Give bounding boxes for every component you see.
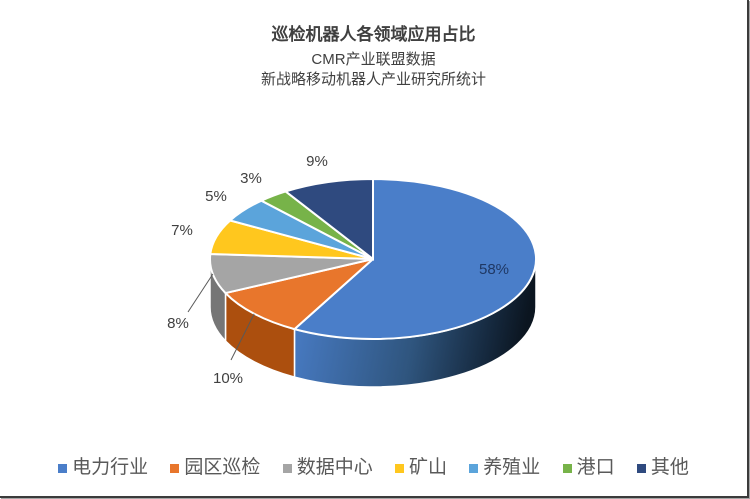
svg-text:10%: 10% [213,370,243,387]
svg-text:7%: 7% [171,222,193,239]
svg-text:3%: 3% [240,170,262,187]
svg-text:5%: 5% [205,188,227,205]
svg-text:58%: 58% [479,261,509,278]
svg-text:8%: 8% [167,315,189,332]
svg-text:9%: 9% [306,153,328,170]
